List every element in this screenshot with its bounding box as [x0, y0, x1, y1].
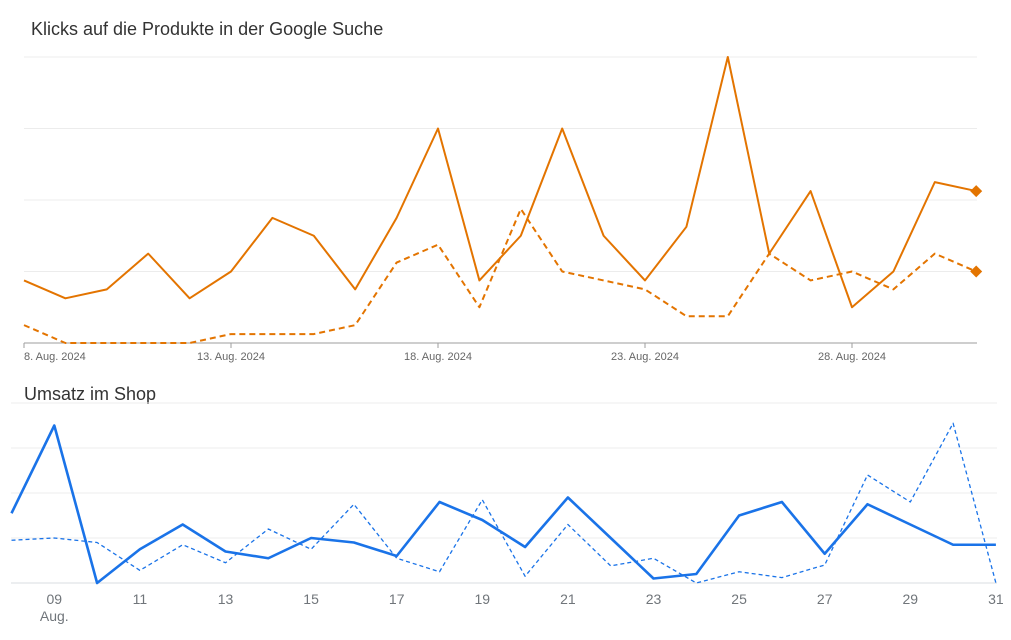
revenue-x-tick-sublabel: Aug. [40, 608, 69, 624]
revenue-x-tick-label: 31 [988, 591, 1004, 607]
revenue-chart-title: Umsatz im Shop [24, 384, 157, 404]
clicks-end-marker [970, 265, 983, 278]
clicks-x-tick-label: 8. Aug. 2024 [24, 351, 86, 363]
revenue-x-tick-label: 29 [903, 591, 919, 607]
clicks-x-tick-label: 18. Aug. 2024 [404, 351, 472, 363]
clicks-series-solid-line [23, 56, 977, 309]
revenue-x-tick-label: 23 [646, 591, 662, 607]
clicks-x-tick-label: 28. Aug. 2024 [818, 351, 886, 363]
revenue-x-tick-label: 25 [731, 591, 747, 607]
revenue-series-dotted-line [11, 422, 997, 584]
clicks-end-marker [970, 185, 983, 198]
revenue-x-tick-label: 15 [303, 591, 319, 607]
revenue-x-tick-label: 27 [817, 591, 833, 607]
revenue-x-tick-label: 19 [475, 591, 491, 607]
clicks-series-dashed-line [23, 207, 977, 344]
revenue-x-tick-label: 09 [47, 591, 63, 607]
revenue-x-tick-label: 11 [133, 591, 148, 607]
revenue-x-tick-label: 13 [218, 591, 234, 607]
revenue-series-solid-line [10, 424, 996, 585]
clicks-x-tick-label: 13. Aug. 2024 [197, 351, 265, 363]
revenue-x-tick-label: 17 [389, 591, 405, 607]
clicks-chart-title: Klicks auf die Produkte in der Google Su… [31, 19, 384, 39]
revenue-x-tick-label: 21 [560, 591, 576, 607]
clicks-x-tick-label: 23. Aug. 2024 [611, 351, 679, 363]
